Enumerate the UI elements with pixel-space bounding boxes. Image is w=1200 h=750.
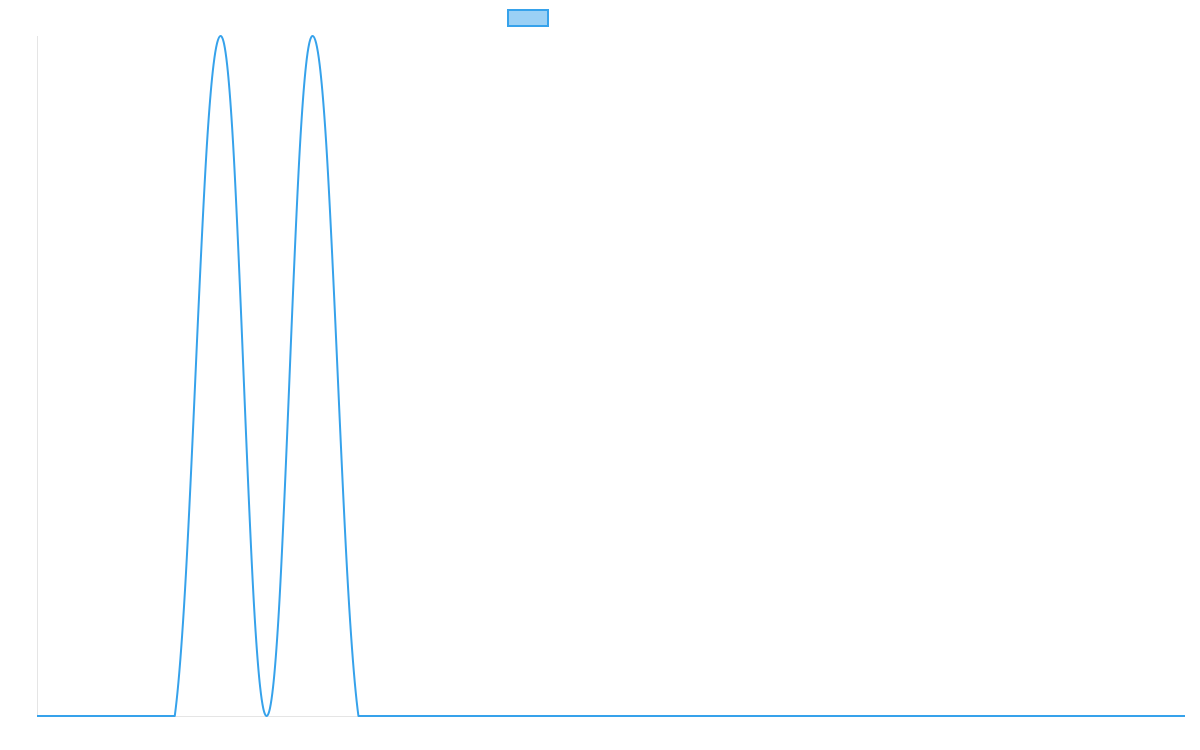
data-point-5[interactable] — [215, 30, 227, 42]
data-point-24[interactable] — [1087, 710, 1099, 722]
data-point-20[interactable] — [903, 710, 915, 722]
data-point-16[interactable] — [720, 710, 732, 722]
data-point-14[interactable] — [628, 710, 640, 722]
data-point-7[interactable] — [307, 30, 319, 42]
data-point-1[interactable] — [31, 710, 43, 722]
data-point-4[interactable] — [169, 710, 181, 722]
series-group — [31, 30, 1191, 722]
data-point-22[interactable] — [995, 710, 1007, 722]
data-point-17[interactable] — [766, 710, 778, 722]
data-point-9[interactable] — [398, 710, 410, 722]
data-point-18[interactable] — [812, 710, 824, 722]
data-point-25[interactable] — [1133, 710, 1145, 722]
data-point-11[interactable] — [490, 710, 502, 722]
series-line-1 — [37, 35, 1185, 717]
data-point-13[interactable] — [582, 710, 594, 722]
data-point-2[interactable] — [77, 710, 89, 722]
data-point-19[interactable] — [858, 710, 870, 722]
data-point-21[interactable] — [949, 710, 961, 722]
data-point-26[interactable] — [1179, 710, 1191, 722]
legend-swatch-series-1[interactable] — [507, 9, 549, 27]
data-point-23[interactable] — [1041, 710, 1053, 722]
data-point-3[interactable] — [123, 710, 135, 722]
data-point-10[interactable] — [444, 710, 456, 722]
legend[interactable] — [507, 9, 549, 27]
data-point-12[interactable] — [536, 710, 548, 722]
data-point-6[interactable] — [261, 710, 273, 722]
data-point-8[interactable] — [352, 710, 364, 722]
data-point-15[interactable] — [674, 710, 686, 722]
